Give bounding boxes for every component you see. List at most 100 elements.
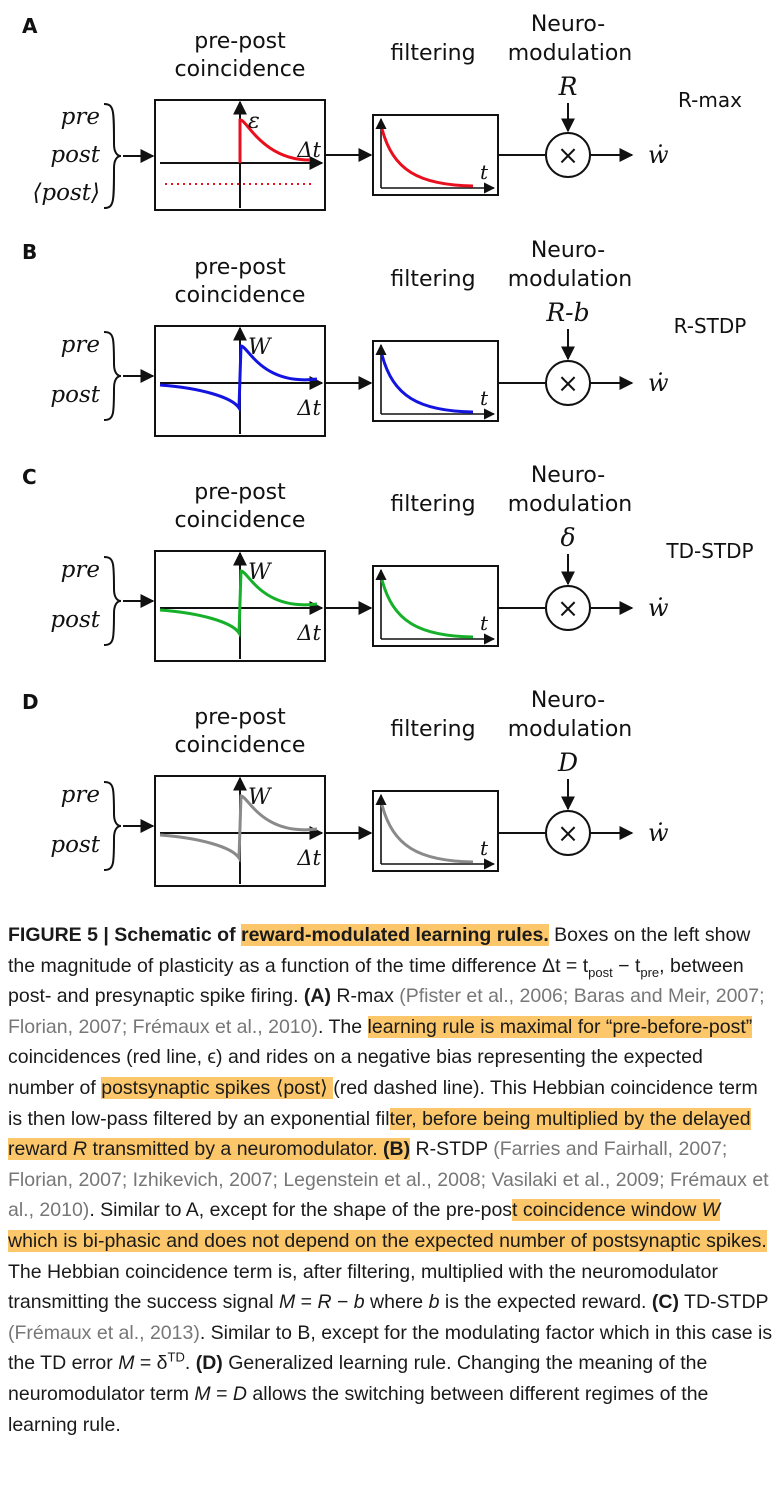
stage-title-neuromodulation: Neuro- bbox=[531, 238, 605, 263]
caption-highlight: postsynaptic spikes ⟨post⟩ bbox=[101, 1076, 334, 1099]
caption-highlight: learning rule is maximal for “pre-before… bbox=[367, 1015, 753, 1038]
delta-t-label: Δt bbox=[296, 396, 321, 420]
caption-math: = bbox=[295, 1291, 318, 1314]
caption-text: coincidences (red line, ϵ) and rides on … bbox=[8, 1046, 703, 1099]
filter-kernel-curve bbox=[380, 804, 474, 864]
stage-title-coincidence: pre-post bbox=[194, 705, 286, 730]
filter-kernel-curve bbox=[380, 354, 474, 414]
caption-text: R-max bbox=[330, 985, 400, 1008]
stage-title-neuromodulation: Neuro- bbox=[531, 688, 605, 713]
figure-caption: FIGURE 5 | Schematic of reward-modulated… bbox=[8, 920, 774, 1440]
caption-text: . Similar to B, except for the modulatin… bbox=[8, 1321, 773, 1375]
caption-reference-b[interactable]: (Farries and Fairhall, 2007; Florian, 20… bbox=[8, 1138, 769, 1222]
rule-name: R-max bbox=[678, 88, 742, 112]
caption-text: R-STDP bbox=[410, 1138, 494, 1161]
caption-figure-label: FIGURE 5 | Schematic of bbox=[8, 924, 242, 946]
stage-title-coincidence-2: coincidence bbox=[175, 57, 306, 82]
caption-text: where bbox=[364, 1291, 429, 1314]
caption-sub: post bbox=[588, 964, 613, 980]
stage-title-coincidence: pre-post bbox=[194, 29, 286, 54]
caption-reference-a[interactable]: (Pfister et al., 2006; Baras and Meir, 2… bbox=[8, 985, 765, 1038]
caption-panel-label-d: (D) bbox=[195, 1352, 223, 1375]
kernel-label: W bbox=[248, 560, 273, 585]
stage-title-filtering: filtering bbox=[390, 41, 475, 66]
delta-t-label: Δt bbox=[296, 621, 321, 645]
caption-text: (red dashed line). This Hebbian coincide… bbox=[8, 1076, 758, 1130]
time-label: t bbox=[480, 386, 489, 410]
panel-letter: C bbox=[22, 465, 37, 489]
stage-title-coincidence-2: coincidence bbox=[175, 283, 306, 308]
caption-math: M bbox=[118, 1352, 135, 1375]
caption-text: allows the switching between different r… bbox=[8, 1382, 709, 1436]
multiply-icon: × bbox=[557, 819, 579, 849]
time-label: t bbox=[480, 611, 489, 635]
stage-title-neuromodulation-2: modulation bbox=[508, 41, 633, 66]
multiply-icon: × bbox=[557, 369, 579, 399]
filter-kernel-curve bbox=[380, 579, 474, 639]
caption-math: = bbox=[210, 1382, 233, 1405]
caption-math: M bbox=[278, 1291, 296, 1314]
stage-title-coincidence-2: coincidence bbox=[175, 733, 306, 758]
caption-highlight: transmitted by a neuromodulator. bbox=[87, 1138, 384, 1161]
panel-letter: A bbox=[22, 14, 38, 38]
input-label-1: post bbox=[50, 382, 100, 408]
modulator-symbol: D bbox=[557, 748, 578, 777]
caption-reference-c[interactable]: (Frémaux et al., 2013) bbox=[8, 1321, 200, 1344]
time-label: t bbox=[480, 836, 489, 860]
modulator-symbol: δ bbox=[560, 523, 575, 552]
stage-title-neuromodulation-2: modulation bbox=[508, 717, 633, 742]
time-label: t bbox=[480, 160, 489, 184]
caption-highlight: ter, before being multiplied by the dela… bbox=[8, 1107, 751, 1161]
coincidence-kernel-curve bbox=[159, 344, 318, 413]
input-brace bbox=[103, 781, 122, 871]
caption-text: , between post- and presynaptic spike fi… bbox=[8, 954, 744, 1008]
caption-title-highlight: reward-modulated learning rules. bbox=[241, 924, 549, 946]
caption-math: = δ bbox=[134, 1352, 168, 1375]
stage-title-coincidence: pre-post bbox=[194, 255, 286, 280]
stage-title-filtering: filtering bbox=[390, 267, 475, 292]
input-brace bbox=[103, 331, 122, 421]
multiply-icon: × bbox=[557, 141, 579, 171]
stage-title-coincidence-2: coincidence bbox=[175, 508, 306, 533]
modulator-symbol: R-b bbox=[545, 298, 589, 327]
stage-title-neuromodulation-2: modulation bbox=[508, 492, 633, 517]
panel-letter: B bbox=[22, 240, 37, 264]
input-label-0: pre bbox=[61, 332, 100, 358]
input-label-0: pre bbox=[61, 782, 100, 808]
caption-math: D bbox=[232, 1382, 247, 1405]
caption-math: Δt = t bbox=[542, 954, 589, 977]
input-label-0: pre bbox=[61, 104, 100, 130]
stage-title-filtering: filtering bbox=[390, 492, 475, 517]
input-label-1: post bbox=[50, 832, 100, 858]
input-label-0: pre bbox=[61, 557, 100, 583]
caption-highlight: which is bi-phasic and does not depend o… bbox=[8, 1229, 767, 1252]
stage-title-neuromodulation: Neuro- bbox=[531, 12, 605, 37]
modulator-symbol: R bbox=[558, 72, 578, 101]
caption-sub: pre bbox=[640, 964, 660, 980]
stage-title-filtering: filtering bbox=[390, 717, 475, 742]
caption-text: is the expected reward. bbox=[439, 1291, 652, 1314]
caption-math: R bbox=[317, 1291, 332, 1314]
caption-text: Generalized learning rule. Changing the … bbox=[8, 1352, 708, 1405]
panel-letter: D bbox=[22, 690, 39, 714]
delta-t-label: Δt bbox=[296, 138, 321, 162]
kernel-label: W bbox=[248, 335, 273, 360]
rule-name: TD-STDP bbox=[665, 539, 753, 563]
caption-math: R bbox=[73, 1138, 88, 1161]
stage-title-neuromodulation: Neuro- bbox=[531, 463, 605, 488]
input-brace bbox=[103, 103, 122, 209]
caption-panel-label-b: (B) bbox=[383, 1138, 411, 1161]
coincidence-kernel-curve bbox=[159, 569, 318, 638]
delta-t-label: Δt bbox=[296, 846, 321, 870]
input-label-1: post bbox=[50, 142, 100, 168]
caption-text: TD-STDP bbox=[678, 1291, 769, 1314]
coincidence-kernel-curve bbox=[238, 118, 311, 163]
caption-text: . Similar to A, except for the shape of … bbox=[89, 1199, 513, 1222]
input-label-1: post bbox=[50, 607, 100, 633]
input-label-2: ⟨post⟩ bbox=[32, 180, 100, 206]
caption-math: W bbox=[701, 1199, 721, 1222]
weight-change-label: ẇ bbox=[648, 141, 669, 169]
